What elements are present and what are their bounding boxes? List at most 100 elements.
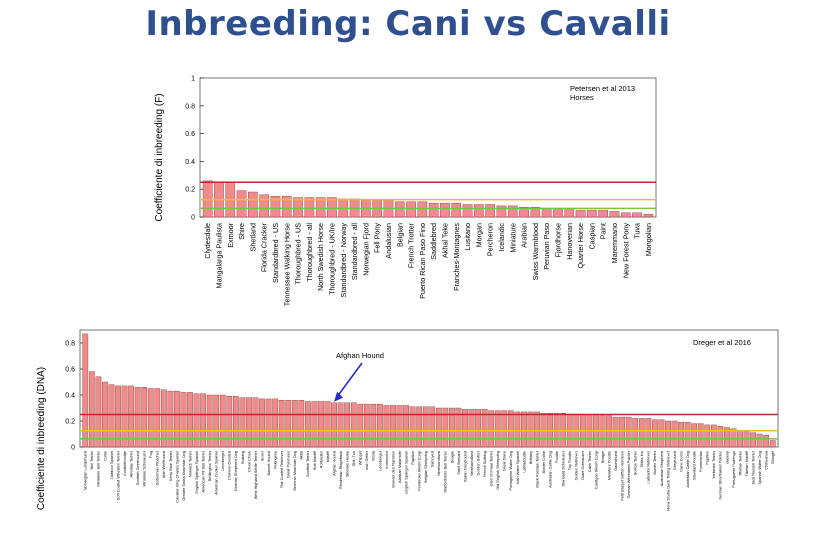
bar [409, 406, 416, 448]
bar [239, 397, 246, 448]
bar [475, 409, 481, 448]
category-label: Hanoverian [565, 223, 574, 260]
category-label: Kerry Blue Terrier [168, 450, 173, 481]
category-label: Great Dane [502, 451, 507, 471]
category-label: Spanish Water Dog [757, 451, 762, 485]
category-label: Belgian Sheepdog [423, 451, 428, 483]
category-label: Fjordhorse [553, 223, 562, 257]
y-tick-label: 0.4 [65, 393, 75, 400]
bar [697, 423, 704, 448]
bar [383, 405, 390, 448]
category-label: Pekingese [273, 451, 278, 469]
category-label: Border Terrier [652, 450, 657, 474]
category-label: Siberian Husky [345, 451, 350, 477]
bar [658, 419, 665, 448]
category-label: Tibetan Terrier [737, 450, 742, 476]
category-label: Bulldog [240, 451, 245, 464]
y-tick-label: 0.2 [185, 187, 195, 194]
bar [435, 407, 442, 448]
category-label: Golden Retriever [574, 450, 579, 480]
bar [350, 402, 357, 448]
category-label: Papillon [410, 451, 415, 465]
category-label: Standardbred - US [271, 223, 280, 283]
bar [327, 197, 337, 218]
category-label: Belgian [395, 223, 404, 247]
bar [632, 418, 639, 448]
bar [750, 432, 756, 448]
bar [128, 385, 134, 448]
category-label: Basenji [724, 451, 729, 464]
category-label: Caspian [587, 223, 596, 249]
bar [527, 411, 534, 448]
bar [265, 398, 272, 448]
category-label: Bouvier des Flandres [390, 451, 395, 488]
category-label: Newfoundland [469, 451, 474, 476]
category-label: Arabian [520, 223, 529, 248]
category-label: Standardbred - all [350, 223, 359, 281]
category-label: New Forest Pony [621, 223, 630, 279]
bar [167, 390, 174, 448]
category-label: Norwich Terrier [187, 450, 192, 477]
bar [691, 423, 698, 448]
bar [534, 411, 540, 448]
bar [643, 214, 654, 218]
category-label: Giant Schnauzer [580, 450, 585, 480]
bar [285, 400, 292, 448]
bar [134, 387, 141, 448]
category-label: Petit Basset Griffon Vendeen [620, 451, 625, 501]
category-label: Tennessee Walking Horse [282, 223, 291, 306]
bar [598, 209, 608, 218]
bar [612, 416, 619, 448]
category-label: Thoroughbred - US [294, 223, 303, 285]
category-label: Scottish Terrier [305, 450, 310, 477]
bar [717, 426, 724, 448]
bar [236, 190, 247, 218]
category-label: Bedlington Terrier [207, 450, 212, 481]
category-label: Shire [237, 223, 246, 240]
bar [671, 420, 678, 448]
category-label: Samoyed [430, 451, 435, 467]
bar [507, 205, 518, 218]
category-label: Fell Pony [373, 223, 382, 253]
category-label: Rottweiler [318, 450, 323, 468]
category-label: Miniature Bull Terrier [96, 450, 101, 486]
category-label: Chinese Crested [227, 451, 232, 480]
category-label: Clydesdale [203, 223, 212, 259]
bar [147, 388, 154, 448]
category-label: Pug [148, 451, 153, 458]
category-label: Nova Scotia Duck Tolling Retriever [665, 450, 670, 511]
bar [305, 401, 311, 448]
bar [468, 409, 475, 448]
category-label: Outdoor Spaniel [109, 451, 114, 479]
bar [331, 402, 337, 448]
category-label: Staffordshire Bull Terrier [443, 450, 448, 492]
bar [174, 390, 180, 448]
category-label: Florida Cracker [260, 222, 269, 272]
bar [451, 202, 462, 218]
bar [665, 420, 671, 448]
category-label: German Shorthaired Pointer [718, 450, 723, 499]
bar [357, 403, 364, 448]
bar [252, 397, 259, 448]
y-tick-label: 0.6 [65, 367, 75, 374]
bar [187, 392, 193, 448]
bar [678, 422, 684, 448]
bar [429, 406, 436, 448]
slide-title: Inbreeding: Cani vs Cavalli [145, 4, 671, 44]
category-label: Mangalarga Paulista [214, 223, 223, 289]
category-label: Australian Cattle Dog [685, 451, 690, 488]
category-label: Leonberger [220, 450, 225, 471]
bar [514, 411, 521, 448]
category-label: Icelandic [497, 223, 506, 252]
category-label: Poodle [554, 451, 559, 463]
category-label: Akhal Teke [440, 223, 449, 258]
bar [442, 407, 449, 448]
bar [95, 376, 102, 448]
category-label: Border Collie [541, 451, 546, 474]
bar [481, 409, 488, 448]
bar [259, 398, 265, 448]
bar [609, 211, 620, 218]
bar [406, 201, 416, 218]
